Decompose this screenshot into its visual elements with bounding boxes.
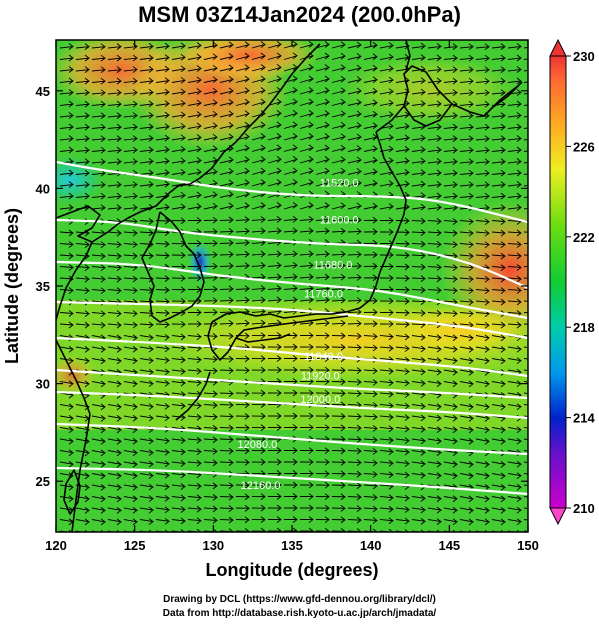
colorbar-tick-label: 222 <box>573 230 595 245</box>
height-contours <box>56 160 528 496</box>
y-axis: 25 30 35 40 45 <box>36 84 528 489</box>
contour-label: 11520.0 <box>320 177 359 189</box>
colorbar-max-arrow <box>549 38 567 57</box>
x-tick-label: 135 <box>281 538 303 553</box>
y-tick-label: 45 <box>36 84 50 99</box>
credit-drawing: Drawing by DCL (https://www.gfd-dennou.o… <box>163 594 436 605</box>
contour-labels: 11520.0 11600.0 11680.0 11760.0 11840.0 11920… <box>238 177 359 492</box>
x-tick-label: 120 <box>45 538 67 553</box>
x-tick-label: 140 <box>360 538 382 553</box>
contour-label: 11760.0 <box>304 289 343 301</box>
contour-label: 11920.0 <box>301 371 340 383</box>
colorbar-min-arrow <box>549 507 567 526</box>
colorbar-tick-label: 218 <box>573 320 595 335</box>
y-tick-label: 40 <box>36 181 50 196</box>
contour-label: 11680.0 <box>313 259 352 271</box>
x-axis-label: Longitude (degrees) <box>205 560 378 580</box>
colorbar: 210 214 218 222 226 230 <box>549 38 595 526</box>
contour-label: 12080.0 <box>238 439 278 451</box>
x-tick-label: 145 <box>438 538 460 553</box>
colorbar-tick-label: 226 <box>573 139 595 154</box>
x-tick-label: 150 <box>517 538 539 553</box>
map-title: MSM 03Z14Jan2024 (200.0hPa) <box>138 2 461 27</box>
contour-label: 12160.0 <box>241 480 281 492</box>
colorbar-gradient <box>549 55 567 509</box>
colorbar-tick-label: 210 <box>573 501 595 516</box>
colorbar-tick-label: 214 <box>573 411 595 426</box>
contour-label: 12000.0 <box>300 394 340 406</box>
temperature-shading <box>56 40 528 532</box>
x-axis: 120 125 130 135 140 145 150 <box>45 40 539 553</box>
colorbar-tick-label: 230 <box>573 49 595 64</box>
contour-label: 11600.0 <box>320 215 359 227</box>
coastlines <box>56 40 523 532</box>
y-tick-label: 30 <box>36 377 50 392</box>
contour-label: 11840.0 <box>304 351 343 363</box>
x-tick-label: 130 <box>202 538 224 553</box>
wind-vectors <box>59 40 528 532</box>
y-tick-label: 25 <box>36 474 50 489</box>
x-tick-label: 125 <box>124 538 146 553</box>
credit-data: Data from http://database.rish.kyoto-u.a… <box>162 608 437 619</box>
y-tick-label: 35 <box>36 279 50 294</box>
y-axis-label: Latitude (degrees) <box>2 208 22 364</box>
